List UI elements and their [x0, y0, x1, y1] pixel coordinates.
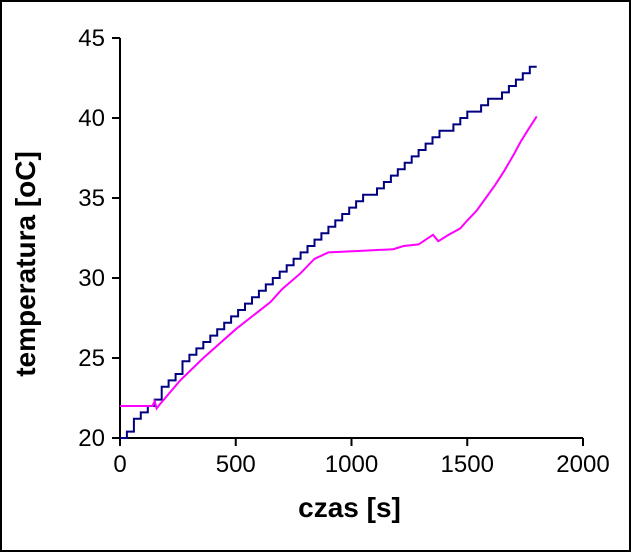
x-tick-label: 0 [113, 451, 126, 478]
x-axis-title: czas [s] [298, 492, 401, 523]
x-tick-label: 1500 [441, 451, 494, 478]
y-tick-label: 25 [78, 345, 105, 372]
x-tick-label: 1000 [325, 451, 378, 478]
series-line-series-2 [120, 115, 538, 411]
series-line-series-1 [120, 65, 537, 439]
y-tick-label: 40 [78, 105, 105, 132]
x-tick-label: 500 [216, 451, 256, 478]
y-axis-title: temperatura [oC] [10, 151, 41, 377]
y-tick-label: 30 [78, 265, 105, 292]
y-tick-label: 35 [78, 185, 105, 212]
x-tick-label: 2000 [556, 451, 609, 478]
y-tick-label: 45 [78, 25, 105, 52]
y-tick-label: 20 [78, 425, 105, 452]
